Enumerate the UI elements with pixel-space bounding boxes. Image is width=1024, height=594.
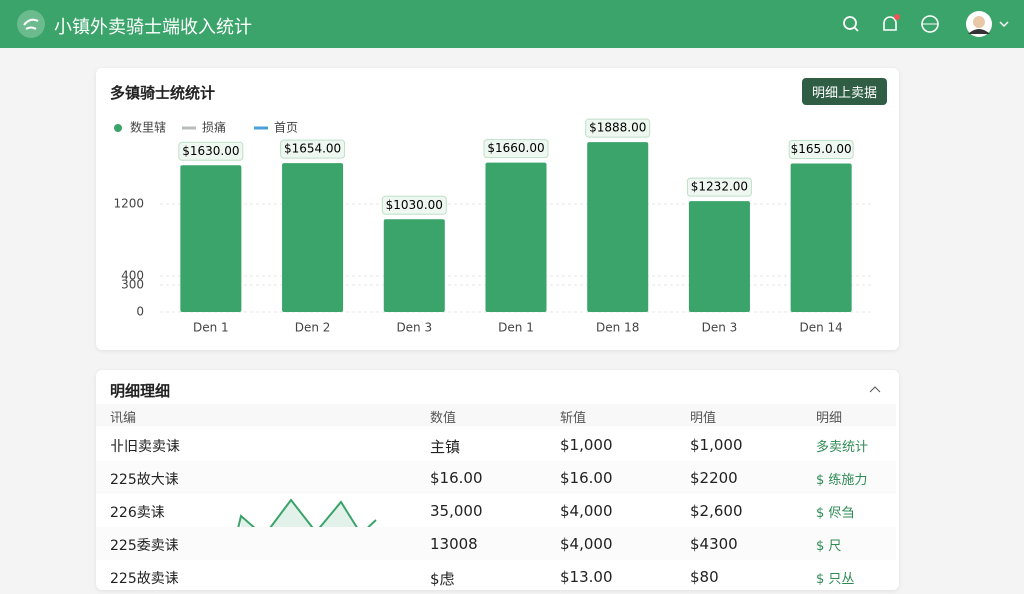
avatar[interactable] (966, 11, 1009, 37)
y-tick-label: 0 (136, 305, 144, 319)
table-card: 明细理细 讯编 数值 斩值 明值 明细卝旧卖卖诔 主镇 $1,000 $1,000 多卖统计 22… (96, 370, 899, 590)
x-tick-label: Den 1 (498, 321, 534, 335)
header-cell: 明细 (816, 411, 843, 426)
bar (688, 201, 750, 312)
x-tick-label: Den 1 (193, 321, 229, 335)
table-cell: $2,600 (690, 502, 743, 520)
table-cell: 13008 (430, 535, 478, 553)
value-label: $165.0.00 (791, 142, 852, 156)
value-label-box (686, 177, 752, 197)
detail-button[interactable]: 明细上卖据 (801, 78, 887, 105)
table-cell: $2200 (690, 469, 738, 487)
table-cell: $ 只丛 (816, 572, 855, 587)
table-cell: 35,000 (430, 502, 483, 520)
table: 讯编 数值 斩值 明值 明细卝旧卖卖诔 主镇 $1,000 $1,000 多卖统计 225故大诔 $… (96, 404, 899, 594)
table-cell: 225故卖诔 (110, 571, 179, 587)
table-cell: $ 练施力 (816, 473, 868, 488)
y-tick-label: 1200 (113, 197, 144, 211)
header-cell: 讯编 (110, 411, 137, 426)
table-title: 明细理细 (110, 382, 171, 400)
chart-card: 多镇骑士统统计 明细上卖据 数里辖 损痛 首页 0 300 400 1200 Den 1 $16… (96, 68, 899, 350)
table-row[interactable]: 226卖诔 35,000 $4,000 $2,600 $ 侭刍 (96, 494, 896, 527)
table-cell: $13.00 (560, 568, 613, 586)
table-row[interactable]: 卝旧卖卖诔 主镇 $1,000 $1,000 多卖统计 (96, 428, 896, 461)
table-cell: $1,000 (690, 436, 743, 454)
value-label-box (178, 141, 244, 161)
value-label: $1660.00 (487, 141, 544, 155)
legend-label: 首页 (274, 121, 298, 135)
legend-label: 数里辖 (130, 120, 166, 135)
bar (383, 219, 445, 312)
value-label-box (483, 139, 549, 159)
x-tick-label: Den 3 (396, 321, 432, 335)
value-label: $1888.00 (589, 121, 646, 135)
value-label: $1232.00 (691, 180, 748, 194)
header-cell: 明值 (690, 411, 717, 426)
table-cell: 主镇 (430, 438, 461, 456)
header-cell: 斩值 (560, 411, 587, 426)
table-cell: $4300 (690, 535, 738, 553)
table-header: 讯编 数值 斩值 明值 明细 (96, 404, 896, 426)
value-label-box (788, 140, 854, 159)
header-cell: 数值 (430, 411, 457, 426)
app-title: 小镇外卖骑士端收入统计 (54, 17, 252, 38)
table-row[interactable]: 225故大诔 $16.00 $16.00 $2200 $ 练施力 (96, 461, 896, 494)
table-cell: $ 侭刍 (816, 506, 855, 521)
x-tick-label: Den 2 (295, 321, 331, 335)
table-row[interactable]: 225委卖诔 13008 $4,000 $4300 $ 尺 (96, 527, 896, 560)
value-label: $1030.00 (386, 198, 443, 212)
bar (282, 163, 344, 312)
x-tick-label: Den 18 (596, 321, 639, 335)
legend-swatch (114, 124, 122, 132)
y-tick-label: 300 (121, 278, 144, 292)
bar (587, 142, 649, 312)
table-cell: $ 尺 (816, 539, 842, 554)
value-label-box (381, 195, 447, 215)
table-cell: $16.00 (560, 469, 613, 487)
table-cell: $80 (690, 568, 719, 586)
table-cell: 225委卖诔 (110, 538, 179, 554)
table-cell: 226卖诔 (110, 505, 165, 521)
bell-icon[interactable] (883, 14, 900, 31)
bar (485, 162, 547, 312)
table-cell: $4,000 (560, 535, 613, 553)
value-label-box (585, 118, 651, 138)
x-tick-label: Den 3 (702, 321, 738, 335)
legend-label: 损痛 (202, 120, 226, 135)
table-cell: 225故大诔 (110, 472, 179, 488)
card-title: 多镇骑士统统计 (110, 84, 216, 102)
globe-icon[interactable] (921, 15, 939, 33)
header: 小镇外卖骑士端收入统计 (0, 0, 1024, 48)
value-label-box (280, 139, 346, 159)
x-tick-label: Den 14 (799, 321, 842, 335)
table-row[interactable]: 225故卖诔 $虑 $13.00 $80 $ 只丛 (96, 560, 896, 593)
table-cell: 卝旧卖卖诔 (110, 439, 180, 455)
collapse-icon[interactable] (865, 380, 885, 400)
table-cell: $1,000 (560, 436, 613, 454)
y-tick-label: 400 (121, 269, 144, 283)
table-cell: $虑 (430, 570, 455, 588)
table-cell: $16.00 (430, 469, 483, 487)
value-label: $1654.00 (284, 142, 341, 156)
search-icon[interactable] (843, 16, 859, 32)
logo (17, 10, 45, 38)
value-label: $1630.00 (182, 144, 239, 158)
table-cell: 多卖统计 (816, 440, 869, 455)
bar (790, 163, 852, 312)
toolbar (843, 11, 1009, 37)
table-cell: $4,000 (560, 502, 613, 520)
bar (180, 165, 242, 312)
